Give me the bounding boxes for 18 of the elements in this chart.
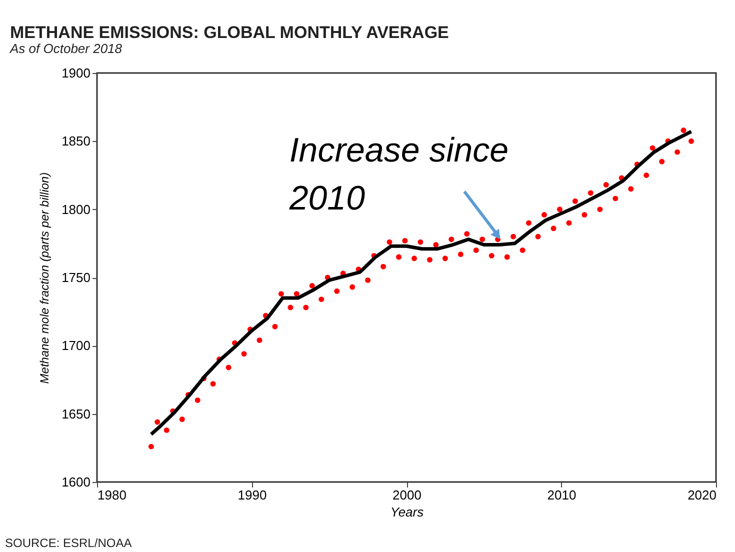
y-tick-label: 1600 <box>62 474 90 490</box>
y-tick-label: 1850 <box>62 134 90 149</box>
y-tick-label: 1750 <box>62 270 90 285</box>
x-tick-label: 2000 <box>392 488 422 502</box>
chart-title: METHANE EMISSIONS: GLOBAL MONTHLY AVERAGE <box>10 23 449 42</box>
x-axis-title: Years <box>390 504 424 520</box>
chart-subtitle: As of October 2018 <box>9 41 123 56</box>
y-tick-label: 1900 <box>62 66 90 80</box>
x-tick-label: 2010 <box>547 488 576 502</box>
x-tick-label: 2020 <box>688 488 716 502</box>
x-tick-label: 1980 <box>98 488 126 502</box>
y-tick-label: 1650 <box>62 406 90 422</box>
x-tick-label: 1990 <box>238 488 267 502</box>
y-axis-title: Methane mole fraction (parts per billion) <box>38 172 52 384</box>
source-note: SOURCE: ESRL/NOAA <box>5 536 132 550</box>
annotation: Increase since 2010 <box>288 131 509 218</box>
y-tick-label: 1800 <box>62 202 90 217</box>
y-tick-label: 1700 <box>62 338 90 354</box>
